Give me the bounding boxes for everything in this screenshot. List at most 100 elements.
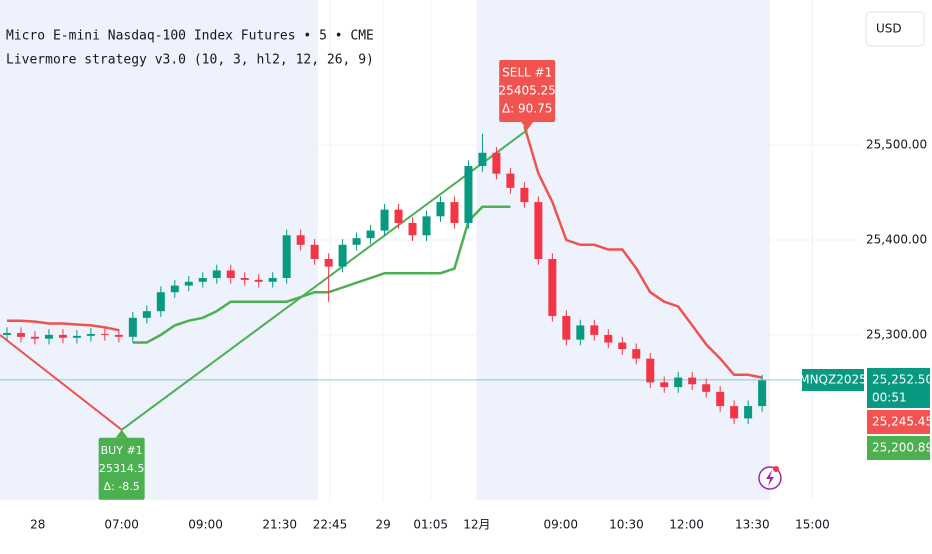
x-tick-label: 28 (30, 518, 45, 532)
candle-body (604, 334, 613, 343)
price-tag (867, 367, 930, 408)
candle-body (660, 382, 669, 388)
chart-subtitle: Livermore strategy v3.0 (10, 3, hl2, 12,… (6, 53, 374, 68)
stop-line (132, 205, 511, 344)
candle-body (296, 235, 305, 245)
price-tag (867, 435, 930, 460)
x-tick-label: 12:00 (669, 518, 704, 532)
candle-body (702, 384, 711, 392)
trade-pointer (115, 429, 128, 438)
x-tick-label: 29 (376, 518, 391, 532)
candle-body (212, 270, 221, 278)
stop-line (7, 125, 763, 379)
candle-body (254, 279, 263, 282)
candle-body (422, 216, 431, 236)
y-tick-label: 25,300.00 (866, 327, 927, 341)
trade-label: BUY #1 (101, 444, 143, 457)
candle-body (128, 317, 137, 337)
trade-label: 25405.25 (499, 83, 556, 97)
candle-body (58, 334, 67, 338)
trade-label: SELL #1 (502, 65, 552, 79)
candle-body (142, 311, 151, 318)
candle-body (492, 152, 501, 174)
candle-body (450, 202, 459, 223)
chart-title: Micro E-mini Nasdaq-100 Index Futures • … (6, 29, 374, 44)
candle-body (758, 380, 767, 407)
candle-body (366, 230, 375, 239)
session-bg (0, 0, 318, 500)
candle-body (562, 315, 571, 340)
x-tick-label: 09:00 (188, 518, 223, 532)
candle-body (618, 342, 627, 350)
x-tick-label: 22:45 (313, 518, 348, 532)
candle-body (2, 333, 11, 335)
trade-line (0, 334, 123, 431)
trade-box (98, 437, 145, 500)
candle-body (716, 391, 725, 407)
candle-body (576, 325, 585, 340)
candle-body (198, 277, 207, 282)
candle-body (324, 259, 333, 267)
candle-body (72, 335, 81, 338)
trade-label: Δ: -8.5 (104, 480, 140, 493)
candle-body (268, 277, 277, 282)
alert-icon[interactable] (758, 466, 782, 490)
candle-body (352, 238, 361, 245)
candle-body (156, 292, 165, 312)
trade-box (499, 59, 556, 122)
candle-body (646, 358, 655, 383)
x-tick-label: 10:30 (609, 518, 644, 532)
candle-body (464, 166, 473, 223)
candle-body (240, 277, 249, 280)
price-tag (867, 409, 930, 434)
candle-body (688, 377, 697, 385)
candle-body (548, 259, 557, 316)
candle-body (478, 152, 487, 167)
price-tag-label: 25,252.50 (872, 372, 932, 386)
candle-body (632, 349, 641, 359)
candle-body (730, 406, 739, 419)
trade-label: Δ: 90.75 (502, 101, 552, 115)
candle-body (394, 209, 403, 223)
trade-pointer (521, 121, 534, 130)
x-tick-label: 09:00 (543, 518, 578, 532)
currency-button[interactable] (865, 11, 925, 47)
candle-body (744, 406, 753, 419)
candle-body (506, 173, 515, 188)
currency[interactable]: USD (876, 22, 902, 36)
x-tick-label: 21:30 (262, 518, 297, 532)
y-tick-label: 25,400.00 (866, 233, 927, 247)
candle-body (520, 187, 529, 203)
candle-body (170, 285, 179, 293)
candle-body (338, 244, 347, 267)
countdown: 00:51 (872, 390, 907, 404)
candle-body (30, 336, 39, 339)
candle-body (408, 222, 417, 236)
candle-body (436, 202, 445, 217)
price-tag-label: 25,245.45 (872, 414, 932, 428)
x-tick-label: 12月 (463, 518, 490, 532)
candle-body (184, 281, 193, 286)
y-tick-label: 25,500.00 (866, 138, 927, 152)
candle-body (100, 333, 109, 335)
symbol-label: MNQZ2025 (799, 372, 867, 386)
candle-body (380, 209, 389, 231)
x-tick-label: 01:05 (413, 518, 448, 532)
candle-body (282, 235, 291, 278)
candle-body (226, 270, 235, 278)
candle-body (310, 244, 319, 260)
candle-body (86, 333, 95, 336)
x-tick-label: 07:00 (104, 518, 139, 532)
price-tag-label: 25,200.89 (872, 440, 932, 454)
candle-body (114, 334, 123, 337)
candle-body (44, 334, 53, 339)
x-tick-label: 13:30 (735, 518, 770, 532)
candle-body (590, 325, 599, 335)
trade-label: 25314.5 (99, 462, 145, 475)
candle-body (674, 377, 683, 388)
candle-body (16, 333, 25, 337)
candle-body (534, 202, 543, 260)
symbol-tag (802, 368, 864, 391)
x-tick-label: 15:00 (795, 518, 830, 532)
